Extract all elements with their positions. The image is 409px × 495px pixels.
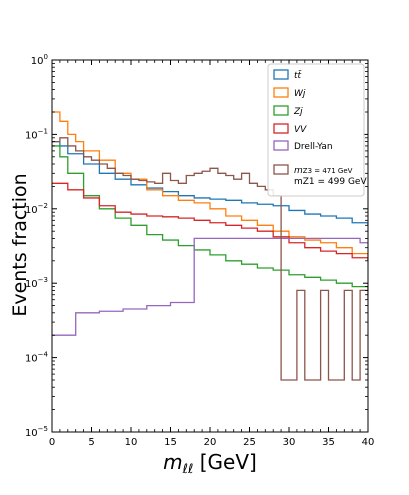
series-line-3 bbox=[52, 182, 368, 261]
y-tick-label: 10−1 bbox=[25, 127, 48, 141]
y-tick-label-exponent: −3 bbox=[38, 276, 48, 284]
series-line-2 bbox=[52, 145, 368, 291]
y-tick-label-base: 10 bbox=[25, 428, 38, 439]
y-tick-label-base: 10 bbox=[25, 130, 38, 141]
y-tick-label: 10−2 bbox=[25, 202, 48, 216]
legend-label-extra: Z3 = 471 GeV bbox=[303, 167, 353, 175]
legend-swatch bbox=[273, 164, 289, 175]
legend-label-main: m bbox=[294, 166, 303, 176]
x-axis-label-unit: [GeV] bbox=[193, 450, 256, 474]
x-tick-label: 5 bbox=[88, 437, 94, 448]
legend-label: tt̄ bbox=[294, 69, 302, 81]
y-tick-label: 10−5 bbox=[25, 425, 48, 439]
x-tick-label: 0 bbox=[49, 437, 55, 448]
legend-label-main: Drell-Yan bbox=[294, 142, 333, 152]
legend-swatch bbox=[273, 69, 289, 80]
y-tick-label-base: 10 bbox=[25, 279, 38, 290]
legend-label-extra: t̄ bbox=[298, 69, 302, 81]
legend-label: mZ3 = 471 GeV bbox=[294, 166, 353, 176]
legend-label-extra: V bbox=[300, 125, 307, 135]
legend-label-main: Z bbox=[293, 107, 301, 117]
x-tick-label: 35 bbox=[322, 437, 335, 448]
legend-label: Drell-Yan bbox=[294, 142, 333, 152]
plot-area bbox=[52, 111, 368, 381]
y-tick-label-exponent: −4 bbox=[38, 351, 49, 359]
x-tick-label: 10 bbox=[125, 437, 138, 448]
legend-box bbox=[267, 63, 365, 197]
y-tick-label-base: 10 bbox=[25, 354, 38, 365]
legend-label-line2: mZ1 = 499 GeV bbox=[294, 177, 367, 187]
x-tick-label: 30 bbox=[283, 437, 296, 448]
legend-swatch bbox=[273, 105, 289, 116]
legend-label: Zj bbox=[293, 107, 303, 117]
legend-swatch bbox=[273, 140, 289, 151]
x-tick-label: 25 bbox=[243, 437, 256, 448]
x-axis-label: mℓℓ [GeV] bbox=[163, 450, 257, 477]
legend-label-main: W bbox=[294, 89, 304, 99]
y-tick-label: 10−4 bbox=[25, 351, 49, 365]
y-tick-label-exponent: −1 bbox=[38, 127, 48, 135]
legend-swatch bbox=[273, 87, 289, 98]
y-axis-label: Events fraction bbox=[9, 173, 31, 316]
x-tick-label: 15 bbox=[164, 437, 177, 448]
legend-label-extra: j bbox=[301, 89, 306, 99]
legend-label: Wj bbox=[294, 89, 306, 99]
legend-label-extra: j bbox=[298, 107, 303, 117]
x-tick-label: 40 bbox=[362, 437, 375, 448]
x-axis-label-sub: ℓℓ bbox=[182, 462, 194, 477]
y-tick-label: 10−3 bbox=[25, 276, 48, 290]
y-tick-label-base: 10 bbox=[31, 56, 44, 67]
legend-label-main: V bbox=[294, 125, 301, 135]
series-line-1 bbox=[52, 111, 368, 261]
y-tick-label-exponent: −5 bbox=[38, 425, 48, 433]
series-line-4 bbox=[52, 237, 368, 336]
x-axis-label-main: m bbox=[163, 450, 182, 474]
legend-swatch bbox=[273, 123, 289, 134]
legend-label-main: t bbox=[294, 71, 298, 81]
y-tick-label: 100 bbox=[31, 53, 48, 67]
y-tick-label-exponent: −2 bbox=[38, 202, 48, 210]
series-line-5 bbox=[52, 137, 368, 381]
legend-label: VV bbox=[294, 125, 307, 135]
y-tick-label-exponent: 0 bbox=[44, 53, 48, 61]
y-tick-label-base: 10 bbox=[25, 205, 38, 216]
x-tick-label: 20 bbox=[204, 437, 217, 448]
